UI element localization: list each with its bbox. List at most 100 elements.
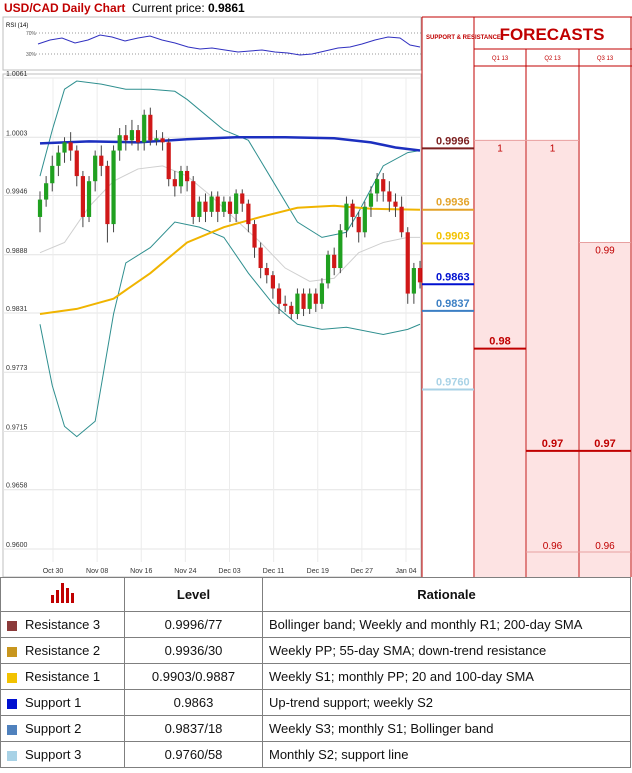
main-plot: 1.0061 1.0003 0.9946 0.9888 0.9831 0.9773 0.97… <box>2 71 423 577</box>
rationale-text: Up-trend support; weekly S2 <box>262 689 631 716</box>
rsi-label: RSI (14) <box>6 23 28 29</box>
level-name: Resistance 2 <box>25 643 101 658</box>
candle-body <box>368 193 374 207</box>
side-panel: SUPPORT & RESISTANCE FORECASTS 0.9996 0.9… <box>421 16 632 577</box>
color-swatch <box>7 646 17 657</box>
color-swatch <box>7 750 17 761</box>
levels-table: Level Rationale Resistance 3 0.9996/77 Bol… <box>0 577 632 773</box>
y-tick-label: 0.9600 <box>6 542 28 549</box>
y-tick-label: 0.9831 <box>6 306 28 313</box>
table-row: Resistance 1 0.9903/0.9887 Weekly S1; mont… <box>0 663 631 690</box>
y-tick-label: 0.9946 <box>6 188 28 195</box>
candle-body <box>123 135 128 141</box>
forecast-column-label: Q3 13 <box>597 56 614 62</box>
candle-body <box>62 142 67 153</box>
rationale-text: Weekly S3; monthly S1; Bollinger band <box>262 715 631 742</box>
forecast-low-label: 0.96 <box>543 541 563 552</box>
candle-body <box>240 193 245 204</box>
candle-body <box>37 199 43 217</box>
candle-body <box>252 224 257 248</box>
candle-body <box>135 130 141 143</box>
forecast-min-label: 0.97 <box>542 438 563 450</box>
rationale-text: Monthly S2; support line <box>262 741 631 768</box>
forecast-column-label: Q2 13 <box>544 56 561 62</box>
rsi-line <box>37 34 421 56</box>
candle-body <box>325 254 331 284</box>
rsi-panel: RSI (14) 70% 30% <box>2 16 422 71</box>
level-value: 0.9903/0.9887 <box>124 663 263 690</box>
candle-body <box>44 183 49 200</box>
candle-body <box>221 201 226 212</box>
x-tick-label: Nov 08 <box>86 568 108 575</box>
plot-frame <box>2 73 422 577</box>
rationale-column-header: Rationale <box>262 577 631 612</box>
color-swatch <box>7 620 17 631</box>
level-name-cell: Support 3 <box>0 741 125 768</box>
level-label: 0.9837 <box>436 298 470 310</box>
candle-body <box>301 293 306 309</box>
rationale-text: Bollinger band; Weekly and monthly R1; 2… <box>262 611 631 638</box>
y-tick-label: 1.0003 <box>6 130 28 137</box>
candle-body <box>209 196 214 212</box>
level-name: Resistance 3 <box>25 617 101 632</box>
candle-body <box>178 170 184 187</box>
forecast-low-label: 0.96 <box>595 541 615 552</box>
candle-body <box>68 142 73 151</box>
candle-body <box>417 268 423 283</box>
forecast-column-label: Q1 13 <box>492 56 509 62</box>
candle-body <box>74 150 79 177</box>
candle-body <box>338 230 343 269</box>
level-name: Support 1 <box>25 695 82 710</box>
level-label: 0.9903 <box>436 230 470 242</box>
candle-body <box>399 206 404 233</box>
table-row: Support 3 0.9760/58 Monthly S2; support li… <box>0 741 631 768</box>
y-tick-label: 0.9658 <box>6 483 28 490</box>
candle-body <box>197 201 202 217</box>
level-name-cell: Resistance 3 <box>0 611 125 638</box>
candle-body <box>276 288 282 304</box>
y-tick-label: 0.9773 <box>6 365 28 372</box>
candle-body <box>86 181 92 217</box>
current-price-label: Current price: <box>132 1 205 15</box>
x-tick-label: Jan 04 <box>395 568 416 575</box>
table-row: Resistance 3 0.9996/77 Bollinger band; Wee… <box>0 611 631 638</box>
candle-body <box>215 196 220 212</box>
x-tick-label: Dec 11 <box>263 568 285 575</box>
candle-body <box>405 232 410 294</box>
chart-area: USD/CAD Daily Chart Current price: 0.986… <box>2 1 632 577</box>
y-tick-label: 0.9715 <box>6 425 28 432</box>
current-price-value: 0.9861 <box>208 1 245 15</box>
candle-body <box>111 150 116 225</box>
candle-body <box>105 165 110 225</box>
level-label: 0.9863 <box>436 271 470 283</box>
table-row: Resistance 2 0.9936/30 Weekly PP; 55-day S… <box>0 637 631 664</box>
level-value: 0.9837/18 <box>124 715 263 742</box>
candle-body <box>344 203 349 231</box>
rsi-upper-label: 70% <box>26 31 37 37</box>
level-name-cell: Resistance 2 <box>0 637 125 664</box>
forecast-max-label: 1 <box>550 143 556 154</box>
candle-body <box>93 155 98 182</box>
candle-body <box>289 305 294 315</box>
y-tick-label: 1.0061 <box>6 71 28 78</box>
level-value: 0.9760/58 <box>124 741 263 768</box>
level-label: 0.9936 <box>436 197 470 209</box>
table-header-row: Level Rationale <box>0 577 631 612</box>
x-tick-label: Dec 19 <box>307 568 329 575</box>
forecast-range-box <box>475 140 525 577</box>
candle-body <box>172 179 177 187</box>
rationale-text: Weekly S1; monthly PP; 20 and 100-day SM… <box>262 663 631 690</box>
color-swatch <box>7 672 17 683</box>
candle-body <box>160 138 165 143</box>
forecast-range-box <box>527 140 578 577</box>
x-tick-label: Oct 30 <box>43 568 64 575</box>
bollinger-lower-line <box>39 221 421 438</box>
forecast-max-label: 1 <box>497 143 503 154</box>
candle-body <box>374 179 380 194</box>
candle-body <box>99 155 104 166</box>
level-name-cell: Support 1 <box>0 689 125 716</box>
candle-body <box>381 179 386 192</box>
side-header: SUPPORT & RESISTANCE <box>426 35 501 41</box>
candle-body <box>166 142 171 180</box>
candle-body <box>350 203 355 217</box>
